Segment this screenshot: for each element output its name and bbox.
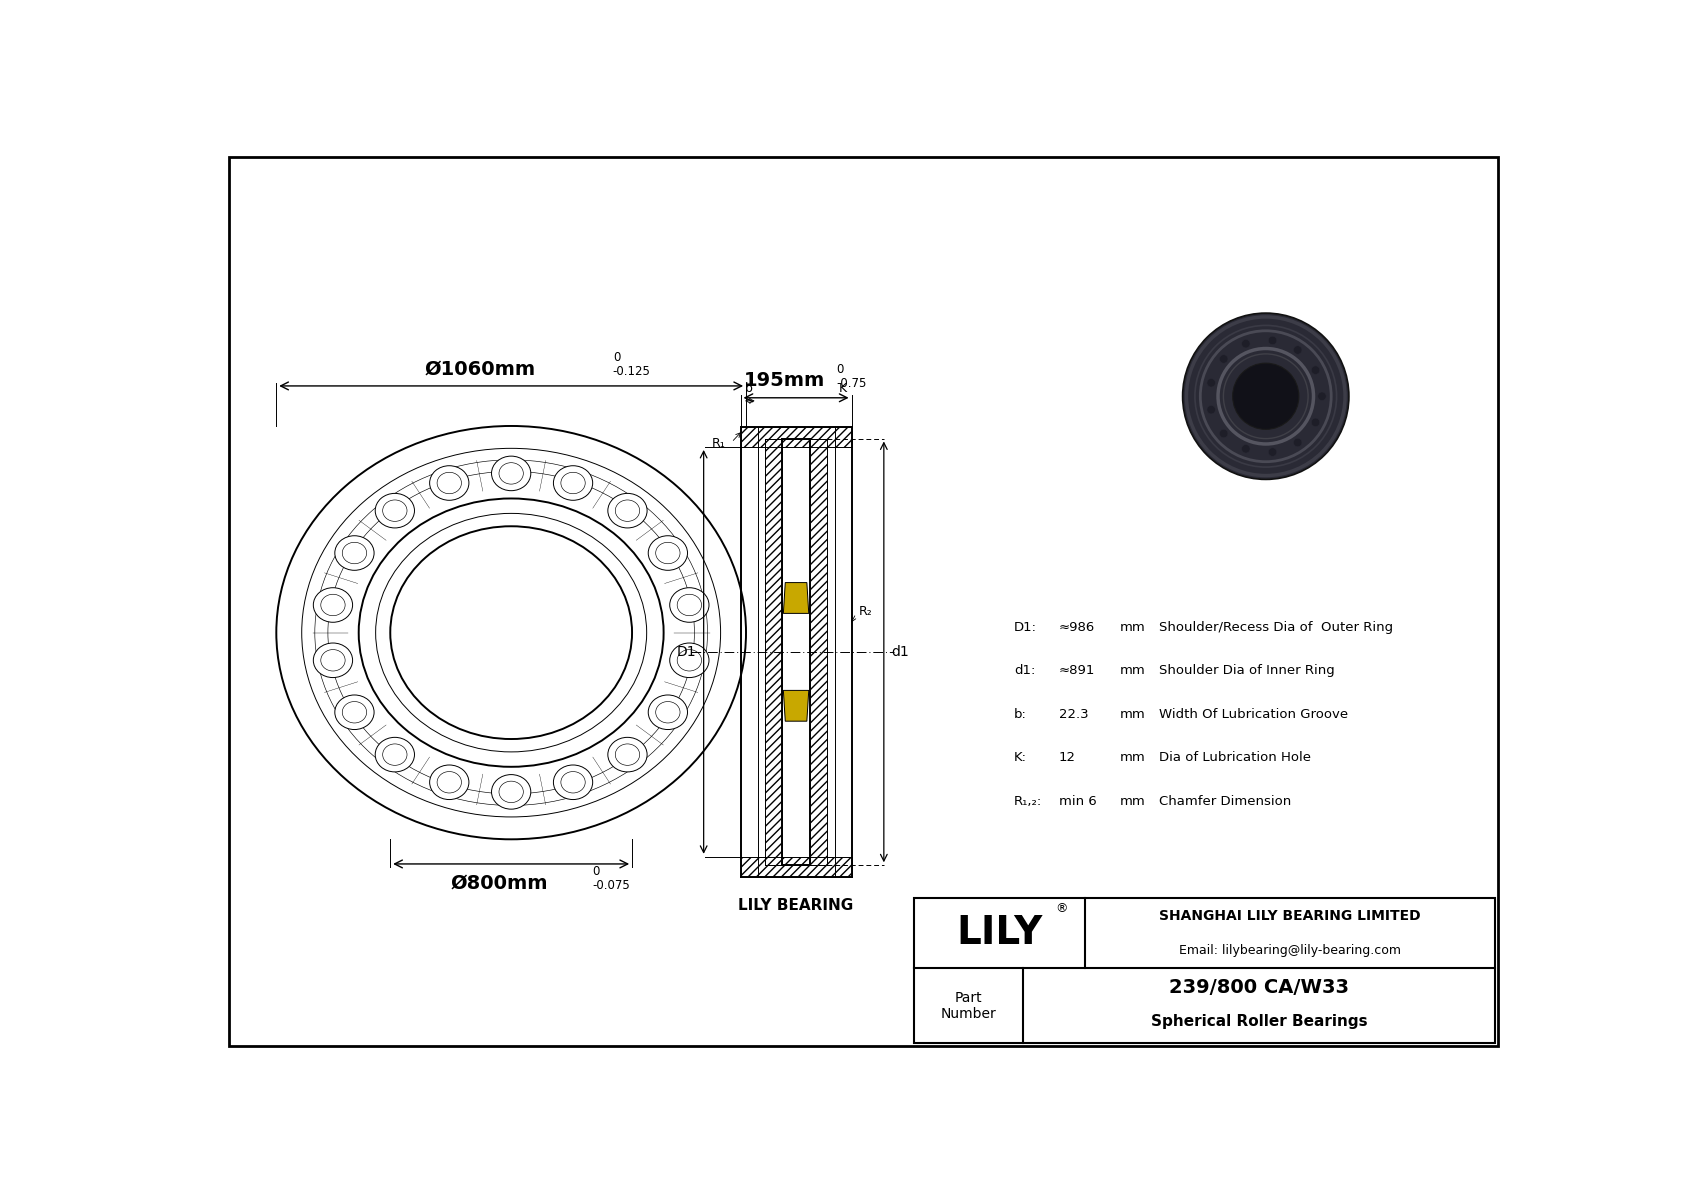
Circle shape xyxy=(1268,448,1276,456)
Text: Width Of Lubrication Groove: Width Of Lubrication Groove xyxy=(1159,707,1347,721)
Text: Dia of Lubrication Hole: Dia of Lubrication Hole xyxy=(1159,752,1310,765)
Text: R₂: R₂ xyxy=(859,605,872,618)
Ellipse shape xyxy=(670,587,709,622)
Ellipse shape xyxy=(335,696,374,730)
Text: Chamfer Dimension: Chamfer Dimension xyxy=(1159,794,1292,807)
Text: mm: mm xyxy=(1120,752,1147,765)
Circle shape xyxy=(1268,336,1276,344)
Text: Shoulder Dia of Inner Ring: Shoulder Dia of Inner Ring xyxy=(1159,665,1334,678)
Text: D1:: D1: xyxy=(1014,621,1037,634)
Circle shape xyxy=(1233,363,1298,430)
Circle shape xyxy=(1207,379,1216,387)
Polygon shape xyxy=(810,438,827,865)
Text: Shoulder/Recess Dia of  Outer Ring: Shoulder/Recess Dia of Outer Ring xyxy=(1159,621,1393,634)
Ellipse shape xyxy=(376,737,414,772)
Ellipse shape xyxy=(608,493,647,528)
Circle shape xyxy=(1219,355,1228,363)
Text: Spherical Roller Bearings: Spherical Roller Bearings xyxy=(1150,1014,1367,1029)
Ellipse shape xyxy=(335,536,374,570)
Circle shape xyxy=(1207,405,1216,414)
Bar xyxy=(914,898,1495,1043)
Text: 12: 12 xyxy=(1059,752,1076,765)
Text: min 6: min 6 xyxy=(1059,794,1096,807)
Text: mm: mm xyxy=(1120,665,1147,678)
Ellipse shape xyxy=(313,587,352,622)
Text: Ø800mm: Ø800mm xyxy=(451,873,549,892)
Ellipse shape xyxy=(313,643,352,678)
Circle shape xyxy=(1319,392,1327,400)
Ellipse shape xyxy=(429,765,468,799)
Text: 0: 0 xyxy=(835,363,844,376)
Text: ≈986: ≈986 xyxy=(1059,621,1095,634)
Text: d1:: d1: xyxy=(1014,665,1036,678)
Text: Part
Number: Part Number xyxy=(941,991,997,1021)
Text: LILY: LILY xyxy=(957,915,1042,953)
Text: K: K xyxy=(839,381,847,394)
Text: Ø1060mm: Ø1060mm xyxy=(424,360,536,379)
Polygon shape xyxy=(741,428,852,447)
Text: LILY BEARING: LILY BEARING xyxy=(739,898,854,913)
Text: -0.75: -0.75 xyxy=(835,378,867,391)
Polygon shape xyxy=(783,691,808,722)
Text: -0.125: -0.125 xyxy=(613,366,650,379)
Polygon shape xyxy=(783,582,808,613)
Text: d1: d1 xyxy=(891,644,909,659)
Text: -0.075: -0.075 xyxy=(593,879,630,892)
Text: ®: ® xyxy=(1054,903,1068,915)
Circle shape xyxy=(1293,345,1302,354)
Ellipse shape xyxy=(492,774,530,809)
Text: R₁: R₁ xyxy=(711,437,726,450)
Text: 0: 0 xyxy=(593,866,600,879)
Circle shape xyxy=(1241,339,1250,348)
Circle shape xyxy=(1312,418,1320,426)
Text: SHANGHAI LILY BEARING LIMITED: SHANGHAI LILY BEARING LIMITED xyxy=(1159,910,1421,923)
Ellipse shape xyxy=(429,466,468,500)
Ellipse shape xyxy=(376,493,414,528)
Text: mm: mm xyxy=(1120,621,1147,634)
Polygon shape xyxy=(741,856,852,877)
Text: 22.3: 22.3 xyxy=(1059,707,1088,721)
Text: ≈891: ≈891 xyxy=(1059,665,1095,678)
Circle shape xyxy=(1312,366,1320,374)
Polygon shape xyxy=(765,438,781,865)
Circle shape xyxy=(1293,438,1302,447)
Ellipse shape xyxy=(554,765,593,799)
Ellipse shape xyxy=(648,536,687,570)
Ellipse shape xyxy=(554,466,593,500)
Text: Email: lilybearing@lily-bearing.com: Email: lilybearing@lily-bearing.com xyxy=(1179,943,1401,956)
Text: b:: b: xyxy=(1014,707,1027,721)
Text: 239/800 CA/W33: 239/800 CA/W33 xyxy=(1169,978,1349,997)
Text: b: b xyxy=(744,381,753,394)
Ellipse shape xyxy=(492,456,530,491)
Text: 0: 0 xyxy=(613,351,620,364)
Ellipse shape xyxy=(608,737,647,772)
Circle shape xyxy=(1182,313,1349,480)
Circle shape xyxy=(1219,429,1228,438)
Text: 195mm: 195mm xyxy=(744,372,825,391)
Text: D1: D1 xyxy=(677,644,695,659)
Ellipse shape xyxy=(648,696,687,730)
Text: mm: mm xyxy=(1120,707,1147,721)
Ellipse shape xyxy=(670,643,709,678)
Text: mm: mm xyxy=(1120,794,1147,807)
Circle shape xyxy=(1241,444,1250,453)
Text: K:: K: xyxy=(1014,752,1027,765)
Text: R₁,₂:: R₁,₂: xyxy=(1014,794,1042,807)
